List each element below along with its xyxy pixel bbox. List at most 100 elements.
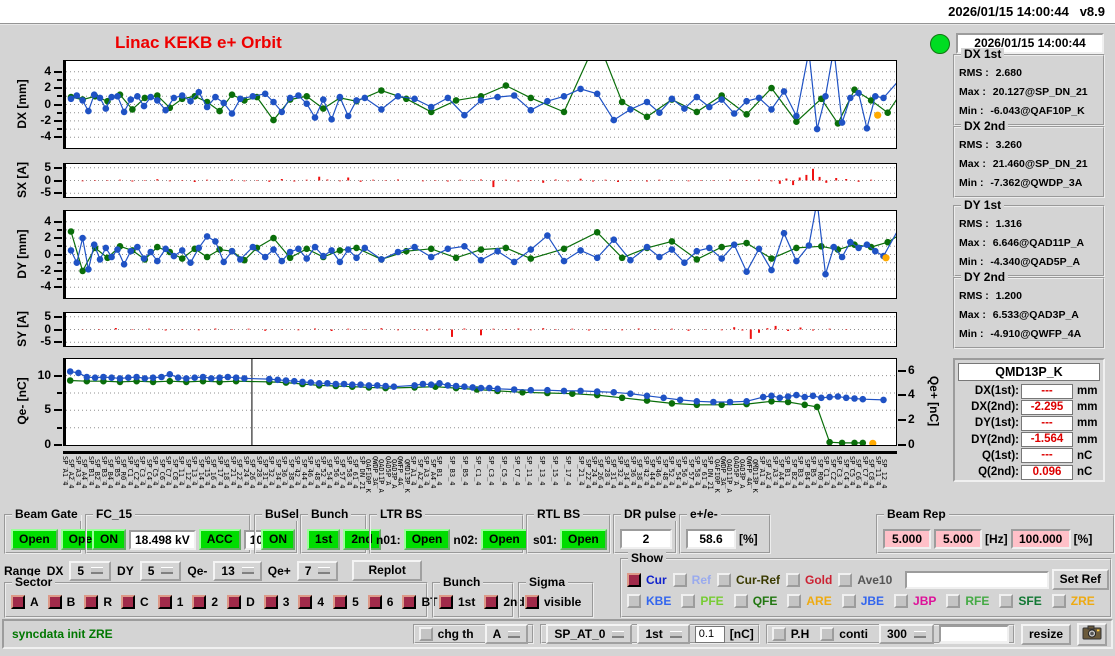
checkbox-box[interactable] <box>402 595 417 609</box>
checkbox-jbp[interactable]: JBP <box>894 594 936 608</box>
checkbox-6[interactable]: 6 <box>367 595 393 609</box>
beam-controls-row: Beam Gate Open Open FC_15 ON 18.498 kV A… <box>2 508 1115 558</box>
checkbox-pfe[interactable]: PFE <box>681 594 724 608</box>
checkbox-box[interactable] <box>333 595 348 609</box>
ltr-n01-open-button[interactable]: Open <box>403 529 451 550</box>
checkbox-are[interactable]: ARE <box>787 594 832 608</box>
checkbox-label: 1st <box>458 595 476 609</box>
tick-mark <box>57 192 62 194</box>
checkbox-cur-ref[interactable]: Cur-Ref <box>717 572 780 587</box>
checkbox-box[interactable] <box>1051 594 1066 608</box>
bunch-1st-button[interactable]: 1st <box>307 529 341 550</box>
checkbox-a[interactable]: A <box>11 595 39 609</box>
fc15-acc-button[interactable]: ACC <box>198 529 241 550</box>
checkbox-box[interactable] <box>894 594 909 608</box>
screenshot-button[interactable] <box>1077 622 1107 646</box>
tick-mark <box>57 167 62 169</box>
checkbox-box[interactable] <box>367 595 382 609</box>
dr-pulse-field[interactable]: 2 <box>620 529 672 549</box>
checkbox-box[interactable] <box>771 627 786 641</box>
checkbox-box[interactable] <box>418 627 433 641</box>
checkbox-rfe[interactable]: RFE <box>946 594 989 608</box>
checkbox-1[interactable]: 1 <box>157 595 183 609</box>
fc15-kv-field: 18.498 kV <box>129 529 196 550</box>
busel-on-button[interactable]: ON <box>261 529 295 550</box>
checkbox-box[interactable] <box>627 572 641 587</box>
checkbox-box[interactable] <box>439 595 453 609</box>
resize-button[interactable]: resize <box>1020 623 1071 645</box>
channel-dropdown[interactable]: A <box>484 624 529 644</box>
checkbox-chg-th[interactable]: chg th <box>418 627 474 641</box>
checkbox-qfe[interactable]: QFE <box>733 594 777 608</box>
checkbox-box[interactable] <box>157 595 172 609</box>
checkbox-1st[interactable]: 1st <box>439 595 475 609</box>
free-text-input[interactable] <box>938 625 1009 643</box>
checkbox-ph[interactable]: P.H <box>771 627 809 641</box>
range-qe-minus-dropdown[interactable]: 13 <box>213 560 262 581</box>
checkbox-kbe[interactable]: KBE <box>627 594 671 608</box>
checkbox-box[interactable] <box>841 594 856 608</box>
ltr-bs-group: LTR BS n01: Open n02: Open <box>369 508 528 554</box>
group-title: FC_15 <box>93 508 136 521</box>
checkbox-2[interactable]: 2 <box>192 595 218 609</box>
bunch-2nd-button[interactable]: 2nd <box>343 529 381 550</box>
checkbox-box[interactable] <box>820 627 835 641</box>
checkbox-c[interactable]: C <box>121 595 149 609</box>
rtl-s01-open-button[interactable]: Open <box>560 529 607 550</box>
checkbox-box[interactable] <box>672 572 687 587</box>
checkbox-r[interactable]: R <box>84 595 112 609</box>
checkbox-3[interactable]: 3 <box>263 595 289 609</box>
checkbox-box[interactable] <box>717 572 732 587</box>
ltr-n02-open-button[interactable]: Open <box>481 529 528 550</box>
set-ref-button[interactable]: Set Ref <box>1051 569 1109 590</box>
bpm-dropdown[interactable]: SP_AT_0 <box>546 624 633 644</box>
checkbox-ave10[interactable]: Ave10 <box>838 572 892 587</box>
checkbox-sfe[interactable]: SFE <box>999 594 1042 608</box>
sector-group: Sector A B R C 1 2 D 3 4 5 6 BT <box>4 576 437 618</box>
checkbox-ref[interactable]: Ref <box>672 572 711 587</box>
epe-ratio-field[interactable]: 58.6 <box>686 529 736 549</box>
checkbox-box[interactable] <box>786 572 801 587</box>
beam-gate-open-1-button[interactable]: Open <box>11 529 58 550</box>
fc15-on-button[interactable]: ON <box>92 529 126 550</box>
checkbox-cur[interactable]: Cur <box>627 572 667 587</box>
checkbox-box[interactable] <box>484 595 499 609</box>
checkbox-box[interactable] <box>192 595 207 609</box>
ref-file-input[interactable] <box>905 570 1049 589</box>
checkbox-4[interactable]: 4 <box>298 595 324 609</box>
threshold-field[interactable]: 0.1 <box>694 625 725 643</box>
checkbox-d[interactable]: D <box>227 595 255 609</box>
checkbox-zre[interactable]: ZRE <box>1051 594 1095 608</box>
checkbox-jbe[interactable]: JBE <box>841 594 884 608</box>
checkbox-box[interactable] <box>838 572 853 587</box>
average-count-dropdown[interactable]: 300 <box>878 624 934 644</box>
range-dy-dropdown[interactable]: 5 <box>139 560 182 581</box>
checkbox-box[interactable] <box>121 595 136 609</box>
checkbox-box[interactable] <box>627 594 641 608</box>
bpm-name-field[interactable]: QMD13P_K <box>958 363 1100 381</box>
checkbox-box[interactable] <box>227 595 242 609</box>
bpm-detail-panel: QMD13P_K DX(1st): --- mm DX(2nd): -2.295 mm DY… <box>953 358 1105 482</box>
checkbox-5[interactable]: 5 <box>333 595 359 609</box>
checkbox-gold[interactable]: Gold <box>786 572 832 587</box>
range-qe-plus-dropdown[interactable]: 7 <box>296 560 339 581</box>
checkbox-box[interactable] <box>787 594 802 608</box>
checkbox-box[interactable] <box>681 594 696 608</box>
checkbox-box[interactable] <box>999 594 1014 608</box>
checkbox-box[interactable] <box>11 595 25 609</box>
replot-button[interactable]: Replot <box>352 560 422 581</box>
checkbox-box[interactable] <box>946 594 961 608</box>
checkbox-visible[interactable]: visible <box>525 595 581 609</box>
y-tick-label: 5 <box>44 160 51 174</box>
checkbox-box[interactable] <box>263 595 278 609</box>
checkbox-box[interactable] <box>733 594 748 608</box>
checkbox-conti[interactable]: conti <box>820 627 868 641</box>
checkbox-box[interactable] <box>298 595 313 609</box>
range-dx-dropdown[interactable]: 5 <box>69 560 112 581</box>
checkbox-box[interactable] <box>525 595 539 609</box>
bunch-dropdown[interactable]: 1st <box>637 624 690 644</box>
tick-mark <box>57 180 62 182</box>
checkbox-b[interactable]: B <box>47 595 75 609</box>
checkbox-box[interactable] <box>47 595 62 609</box>
checkbox-box[interactable] <box>84 595 99 609</box>
